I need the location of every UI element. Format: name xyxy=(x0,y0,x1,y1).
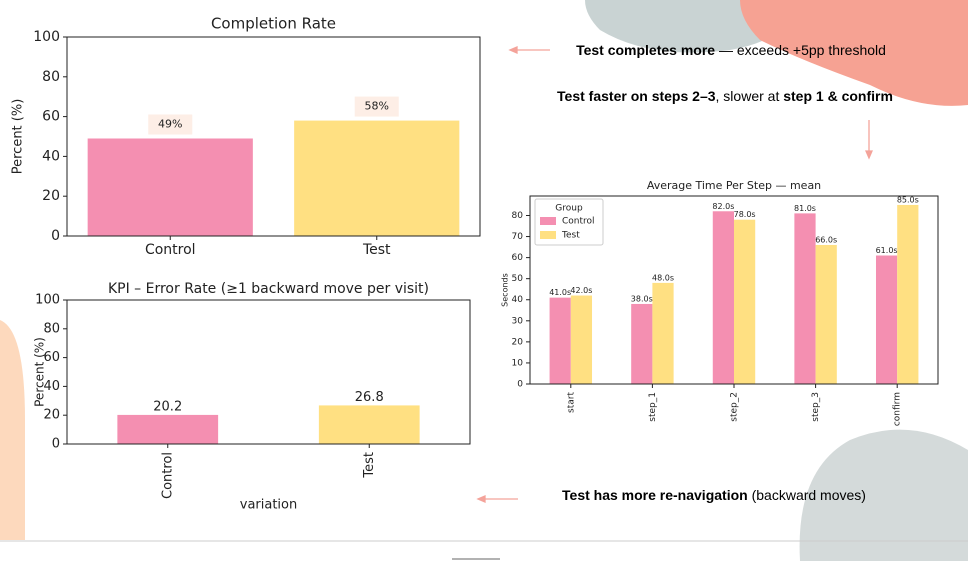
legend-swatch xyxy=(540,217,556,225)
y-tick-label: 0 xyxy=(51,228,60,244)
x-tick-label: step_1 xyxy=(648,392,658,422)
x-tick-label: Test xyxy=(362,452,377,479)
value-label: 38.0s xyxy=(631,294,653,303)
legend-swatch xyxy=(540,231,556,239)
decor-blob xyxy=(0,320,25,540)
bar xyxy=(294,120,460,236)
y-tick-label: 30 xyxy=(512,316,524,326)
annotation-part: , slower at xyxy=(716,88,784,104)
y-tick-label: 10 xyxy=(512,358,524,368)
plot-frame xyxy=(66,36,481,237)
y-axis-label: Seconds xyxy=(501,273,510,307)
annotation-part: (backward moves) xyxy=(748,487,866,503)
x-axis-label: variation xyxy=(240,498,297,513)
y-tick-label: 80 xyxy=(42,69,60,85)
y-tick-label: 40 xyxy=(42,148,60,164)
bar xyxy=(117,414,219,444)
x-tick-label: Control xyxy=(145,242,196,258)
value-label: 85.0s xyxy=(897,195,919,204)
value-label: 48.0s xyxy=(652,273,674,282)
value-label: 82.0s xyxy=(712,202,734,211)
legend-label: Control xyxy=(562,217,595,227)
y-tick-label: 80 xyxy=(512,211,524,221)
x-tick-label: step_3 xyxy=(811,392,821,422)
bar xyxy=(570,295,593,384)
plot-frame xyxy=(529,195,939,385)
annotation-part: Test has more re-navigation xyxy=(562,487,748,503)
y-tick-label: 20 xyxy=(42,188,60,204)
value-label-bg xyxy=(148,114,193,135)
bar xyxy=(87,138,253,236)
annotation-part: Test completes more xyxy=(576,42,715,58)
value-label: 66.0s xyxy=(815,235,837,244)
plot-frame xyxy=(66,299,471,445)
bar xyxy=(794,213,816,384)
arrows xyxy=(476,46,873,503)
chart-title: Completion Rate xyxy=(211,15,336,33)
y-tick-label: 40 xyxy=(512,295,524,305)
value-label: 81.0s xyxy=(794,204,816,213)
bar xyxy=(631,303,653,384)
y-axis-label: Percent (%) xyxy=(11,99,26,175)
legend-title: Group xyxy=(555,204,583,214)
x-tick-label: Control xyxy=(160,452,175,499)
bar xyxy=(318,405,420,444)
value-label: 49% xyxy=(158,117,182,130)
y-tick-label: 60 xyxy=(43,350,60,365)
legend-label: Test xyxy=(561,231,580,241)
y-tick-label: 80 xyxy=(43,321,60,336)
x-tick-label: step_2 xyxy=(730,392,740,422)
chart-title: Average Time Per Step — mean xyxy=(647,179,821,192)
annotation-part: — exceeds +5pp threshold xyxy=(715,42,886,58)
y-tick-label: 0 xyxy=(517,380,523,390)
y-axis-label: Percent (%) xyxy=(33,337,47,407)
bar xyxy=(549,297,571,384)
decor-blob xyxy=(799,429,968,561)
chart-title: KPI – Error Rate (≥1 backward move per v… xyxy=(108,281,429,297)
value-label-bg xyxy=(354,96,399,117)
y-tick-label: 20 xyxy=(512,337,524,347)
arrow-head xyxy=(508,46,518,54)
value-label: 26.8 xyxy=(355,390,384,405)
bar xyxy=(815,244,837,384)
y-tick-label: 60 xyxy=(42,109,60,125)
y-tick-label: 60 xyxy=(512,253,524,263)
bar xyxy=(734,219,756,384)
value-label: 58% xyxy=(365,100,389,113)
y-tick-label: 40 xyxy=(43,379,60,394)
y-tick-label: 20 xyxy=(43,408,60,423)
annotation: Test faster on steps 2–3, slower at step… xyxy=(557,88,893,104)
y-tick-label: 100 xyxy=(33,29,60,45)
bar xyxy=(652,282,674,384)
value-label: 41.0s xyxy=(549,288,571,297)
y-tick-label: 100 xyxy=(35,293,60,308)
bar xyxy=(897,204,919,384)
arrow-head xyxy=(476,495,486,503)
arrow-head xyxy=(865,150,873,160)
y-tick-label: 70 xyxy=(512,232,524,242)
annotation-part: step 1 & confirm xyxy=(783,88,893,104)
y-tick-label: 0 xyxy=(52,437,60,452)
value-label: 78.0s xyxy=(734,210,756,219)
value-label: 42.0s xyxy=(570,286,592,295)
decor-blob xyxy=(740,0,968,106)
x-tick-label: Test xyxy=(362,242,391,258)
x-tick-label: confirm xyxy=(893,392,903,426)
annotation-part: Test faster on steps 2–3 xyxy=(557,88,716,104)
annotation: Test has more re-navigation (backward mo… xyxy=(562,487,866,503)
value-label: 61.0s xyxy=(876,246,898,255)
value-label: 20.2 xyxy=(153,399,182,414)
bar xyxy=(875,255,898,384)
x-tick-label: start xyxy=(566,392,576,413)
y-tick-label: 50 xyxy=(512,274,524,284)
bar xyxy=(712,211,734,384)
annotation: Test completes more — exceeds +5pp thres… xyxy=(576,42,886,58)
